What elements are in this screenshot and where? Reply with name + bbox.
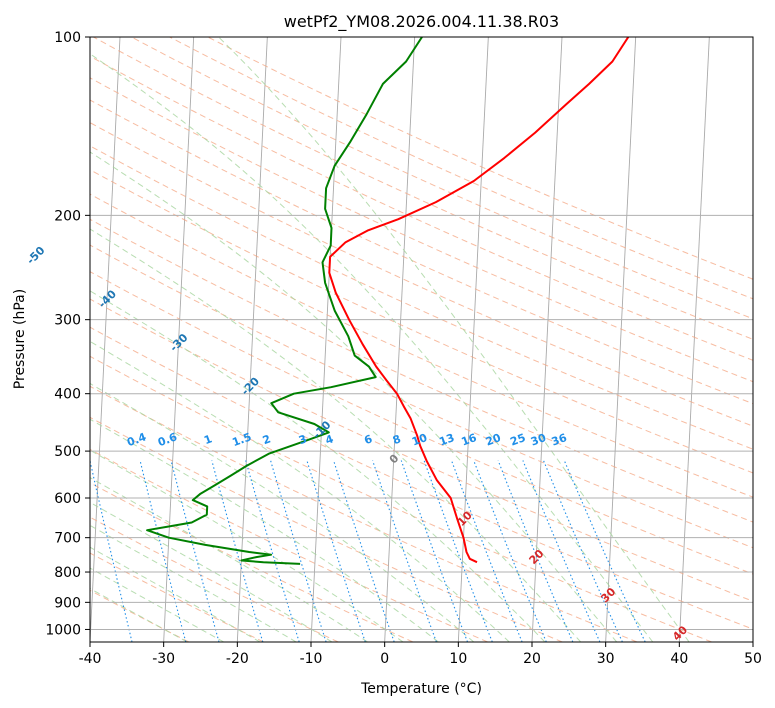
moist-adiabat-line xyxy=(90,290,546,642)
y-tick-label: 800 xyxy=(54,565,81,581)
moist-adiabat-line xyxy=(90,501,333,642)
mixing-ratio-line xyxy=(563,460,646,642)
mixing-ratio-line xyxy=(372,460,437,642)
chart-title: wetPf2_YM08.2026.004.11.38.R03 xyxy=(284,12,559,32)
pressure-gridlines xyxy=(90,37,753,630)
plot-background xyxy=(90,37,753,642)
y-axis: 100 200 300 400 500 600 700 800 900 1000 xyxy=(45,30,90,638)
isotherm-line xyxy=(163,37,195,642)
x-tick-label: 20 xyxy=(523,651,541,667)
background-lines xyxy=(43,37,753,643)
plot-frame xyxy=(89,36,754,643)
mixing-ratio-label: 4 xyxy=(324,432,336,447)
mixing-ratio-label: 1 xyxy=(202,432,214,447)
mixing-ratio-line xyxy=(522,460,601,642)
mixing-ratio-label: 25 xyxy=(508,431,527,448)
mixing-ratio-label: 3 xyxy=(297,432,309,447)
mixing-ratio-line xyxy=(170,460,220,642)
x-axis-label: Temperature (°C) xyxy=(360,681,482,697)
mixing-ratio-label: 8 xyxy=(391,432,403,447)
x-tick-label: 0 xyxy=(380,651,389,667)
y-tick-label: 400 xyxy=(54,387,81,403)
y-tick-label: 100 xyxy=(54,30,81,46)
y-tick-label: 300 xyxy=(54,313,81,329)
y-axis-label: Pressure (hPa) xyxy=(12,289,28,389)
mixing-ratio-label: 13 xyxy=(437,431,456,448)
y-tick-label: 200 xyxy=(54,208,81,224)
profiles xyxy=(146,37,630,565)
isotherm-line xyxy=(605,37,637,642)
mixing-ratio-label: 36 xyxy=(550,431,569,449)
moist-adiabat-line xyxy=(90,340,510,642)
dry-adiabat-line xyxy=(93,37,753,340)
line-labels: 0.40.611.52346810131620253036-100-90-80-… xyxy=(24,244,690,644)
mixing-ratio-label: 0.6 xyxy=(156,430,179,449)
dry-adiabat-line xyxy=(90,55,753,361)
temperature-profile-line xyxy=(328,37,630,564)
x-tick-label: 30 xyxy=(597,651,615,667)
dry-adiabat-line xyxy=(90,385,638,642)
mixing-ratio-label: 20 xyxy=(484,431,503,449)
isotherm-line xyxy=(90,37,121,642)
moist-adiabat-line xyxy=(90,228,582,642)
mixing-ratio-line xyxy=(400,460,469,642)
moist-adiabat-line xyxy=(90,418,439,642)
mixing-ratio-label: 30 xyxy=(529,431,548,449)
dry-adiabat-line xyxy=(90,77,753,383)
isotherm-line xyxy=(384,37,416,642)
isotherm-line xyxy=(531,37,563,642)
dry-adiabat-line xyxy=(169,37,753,300)
dry-adiabat-line xyxy=(90,244,753,549)
mixing-ratio-line xyxy=(497,460,574,642)
x-tick-label: -10 xyxy=(300,651,323,667)
mixing-ratio-line xyxy=(211,460,264,642)
mixing-ratio-line xyxy=(473,460,547,642)
mixing-ratio-line xyxy=(43,461,82,643)
y-tick-label: 500 xyxy=(54,444,81,460)
mixing-ratio-label: 16 xyxy=(460,431,479,449)
dry-adiabat-line xyxy=(90,122,753,427)
moist-adiabat-line xyxy=(218,37,690,642)
isotherm-label: -50 xyxy=(24,244,47,267)
mixing-ratio-label: 0.4 xyxy=(125,430,148,449)
isotherm-line xyxy=(310,37,342,642)
y-tick-label: 1000 xyxy=(45,622,81,638)
plot-area: 0.40.611.52346810131620253036-100-90-80-… xyxy=(24,36,754,644)
moist-adiabat-line xyxy=(90,524,297,642)
x-tick-label: 40 xyxy=(670,651,688,667)
isotherm-line xyxy=(236,37,268,642)
moist-adiabat-line xyxy=(90,477,368,642)
isotherm-line xyxy=(752,632,753,642)
x-tick-label: 50 xyxy=(744,651,762,667)
y-tick-label: 900 xyxy=(54,595,81,611)
dry-adiabat-line xyxy=(207,37,753,280)
mixing-ratio-label: 1.5 xyxy=(230,430,253,449)
isotherm-line xyxy=(678,37,710,642)
y-tick-label: 700 xyxy=(54,531,81,547)
x-tick-label: 10 xyxy=(449,651,467,667)
dewpoint-profile-line xyxy=(146,37,423,565)
dry-adiabat-line xyxy=(90,271,753,575)
x-axis: -40 -30 -20 -10 0 10 20 30 40 50 xyxy=(79,642,762,667)
mixing-ratio-line xyxy=(542,460,623,642)
dry-adiabat-line xyxy=(90,355,712,642)
dry-adiabat-line xyxy=(90,99,753,405)
moist-adiabat-line xyxy=(90,151,618,642)
x-tick-label: -30 xyxy=(152,651,175,667)
moist-adiabat-line xyxy=(90,382,475,642)
x-tick-label: -20 xyxy=(226,651,249,667)
dry-adiabat-line xyxy=(90,326,753,630)
mixing-ratio-line xyxy=(450,460,523,642)
mixing-ratio-label: 6 xyxy=(362,432,374,447)
mixing-ratio-line xyxy=(90,460,133,642)
x-tick-label: -40 xyxy=(79,651,102,667)
mixing-ratio-label: 10 xyxy=(410,431,429,449)
y-tick-label: 600 xyxy=(54,491,81,507)
mixing-ratio-line xyxy=(423,460,493,642)
dry-adiabat-line xyxy=(131,37,753,320)
moist-adiabat-line xyxy=(90,449,404,642)
mixing-ratio-label: 2 xyxy=(261,432,273,447)
